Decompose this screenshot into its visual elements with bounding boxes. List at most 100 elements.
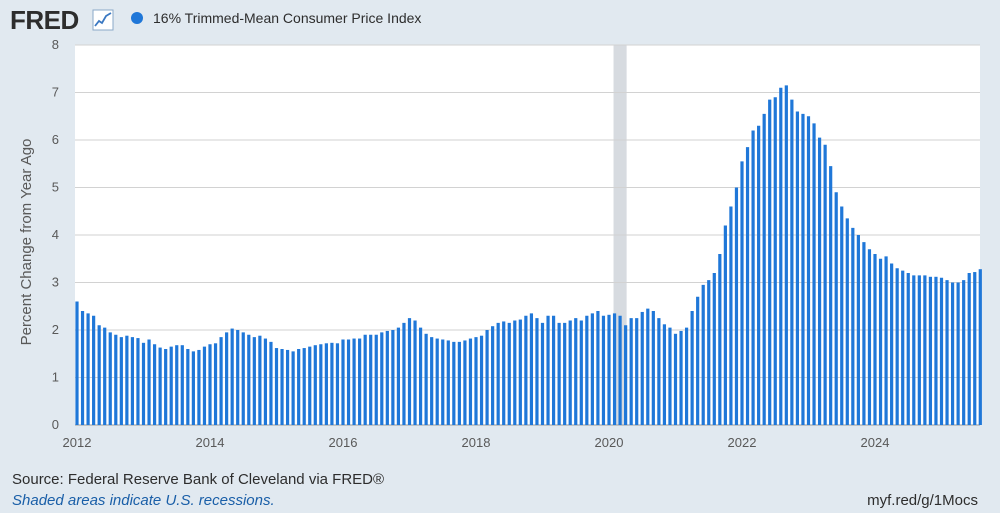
bar [152, 344, 157, 425]
bar [369, 334, 373, 425]
bar [230, 328, 234, 425]
bar [258, 335, 262, 425]
bar [873, 254, 877, 425]
bar [424, 333, 428, 425]
bar [928, 276, 933, 425]
bar [324, 343, 328, 425]
bar [430, 337, 434, 425]
bar [862, 242, 866, 425]
bar [574, 318, 578, 425]
bar [890, 263, 894, 425]
bar [806, 116, 811, 425]
bar [962, 280, 966, 425]
bar [762, 113, 766, 425]
fred-logo[interactable]: FRED [10, 5, 79, 35]
bar [596, 311, 600, 425]
bar [252, 337, 256, 425]
bar [563, 322, 567, 425]
bar [696, 296, 700, 425]
bar [834, 192, 838, 425]
bar [751, 130, 755, 425]
bar [757, 125, 761, 425]
bar [463, 340, 467, 425]
bar [263, 338, 268, 425]
x-tick-label: 2020 [595, 435, 624, 450]
bar [103, 327, 107, 425]
bar [923, 275, 927, 425]
bar [202, 346, 207, 425]
bar [269, 341, 273, 425]
bar [330, 342, 334, 425]
bar [912, 275, 916, 425]
bar [319, 344, 323, 425]
bar [585, 315, 589, 425]
bar [125, 335, 129, 425]
bar [468, 338, 473, 425]
bar [236, 330, 240, 425]
bar [119, 337, 123, 425]
bar [557, 322, 561, 425]
bar [651, 311, 655, 425]
bar [297, 349, 301, 425]
short-link[interactable]: myf.red/g/1Mocs [867, 492, 978, 509]
bar [901, 270, 905, 425]
bar [851, 227, 855, 425]
bar [247, 334, 251, 425]
bar [956, 282, 960, 425]
bar [823, 144, 827, 425]
bar [213, 343, 218, 425]
bar [241, 332, 245, 425]
bar [385, 330, 389, 425]
y-tick-label: 6 [52, 132, 59, 147]
bar [618, 315, 622, 425]
bar [507, 322, 511, 425]
bar [845, 218, 849, 425]
bar [191, 351, 195, 425]
bar [496, 322, 500, 425]
source-note: Source: Federal Reserve Bank of Clevelan… [12, 471, 385, 488]
bar [679, 330, 683, 425]
bar [945, 280, 949, 425]
bar [75, 301, 79, 425]
bar [513, 320, 517, 425]
x-tick-label: 2024 [861, 435, 890, 450]
bar [158, 347, 162, 425]
bar [164, 349, 168, 425]
bar [86, 313, 90, 425]
bar [612, 313, 617, 425]
bar [186, 349, 190, 425]
bar [380, 332, 384, 425]
bar [374, 334, 378, 425]
bar [917, 275, 921, 425]
y-axis-label: Percent Change from Year Ago [18, 139, 35, 346]
bar [878, 258, 883, 425]
bar [391, 330, 395, 425]
bar [684, 327, 689, 425]
bar [640, 311, 644, 425]
bar [346, 339, 351, 425]
bar [180, 345, 184, 425]
bar [701, 284, 705, 425]
bar [485, 330, 489, 425]
bar [529, 313, 534, 425]
legend-label[interactable]: 16% Trimmed-Mean Consumer Price Index [153, 10, 422, 26]
bar [352, 338, 356, 425]
bar [108, 332, 112, 425]
bar [662, 324, 667, 425]
bar [535, 318, 539, 425]
y-tick-label: 8 [52, 37, 59, 52]
bar [768, 99, 772, 425]
line-chart-icon [92, 9, 114, 31]
bar [225, 332, 229, 425]
bar [441, 339, 445, 425]
recession-note: Shaded areas indicate U.S. recessions. [12, 492, 275, 509]
bar [624, 325, 628, 425]
bar [418, 327, 423, 425]
bar [723, 225, 727, 425]
bar [568, 320, 572, 425]
bar [829, 166, 833, 425]
bar [906, 273, 910, 425]
bar [452, 341, 456, 425]
bar [867, 249, 872, 425]
bar [690, 311, 694, 425]
